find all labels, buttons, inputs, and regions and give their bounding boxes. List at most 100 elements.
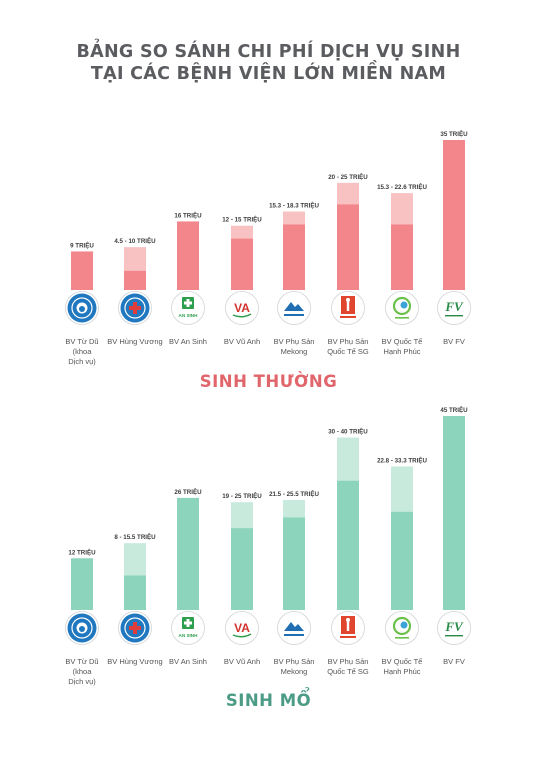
mekong-logo-icon-mountain — [284, 622, 304, 631]
sg-international-logo-icon-head — [346, 298, 350, 302]
csection-value-label-7: 45 TRIỆU — [440, 406, 468, 414]
page-title-line-2: TẠI CÁC BỆNH VIỆN LỚN MIỀN NAM — [90, 64, 447, 84]
csection-hospital-name-4: Mekong — [281, 667, 308, 676]
page-title-line-1: BẢNG SO SÁNH CHI PHÍ DỊCH VỤ SINH — [76, 42, 461, 62]
csection-bar-min-2 — [177, 497, 199, 610]
csection-hospital-name-5: Quốc Tế SG — [327, 667, 369, 676]
sg-international-logo-icon-line — [340, 636, 356, 638]
fv-hospital-logo-icon-line — [445, 315, 463, 317]
hanh-phuc-logo-icon-swirl — [392, 296, 412, 316]
sg-international-logo-icon-line — [340, 316, 356, 318]
csection-value-label-0: 12 TRIỆU — [68, 548, 96, 556]
csection-hospital-name-3: BV Vũ Anh — [224, 657, 260, 666]
normal-hospital-name-4: Mekong — [281, 347, 308, 356]
csection-value-label-5: 30 - 40 TRIỆU — [328, 428, 368, 436]
csection-hospital-name-2: BV An Sinh — [169, 657, 207, 666]
tu-du-logo-icon-ring — [71, 617, 93, 639]
csection-hospital-name-1: BV Hùng Vương — [107, 657, 162, 666]
csection-hospital-name-4: BV Phụ Sản — [274, 657, 315, 666]
hung-vuong-logo-icon-ring — [124, 297, 146, 319]
normal-hospital-name-0: Dịch vụ) — [68, 357, 96, 366]
fv-hospital-logo-icon-line — [445, 635, 463, 637]
normal-value-label-1: 4.5 - 10 TRIỆU — [114, 237, 156, 245]
normal-bar-min-0 — [71, 251, 93, 290]
vu-anh-logo-icon — [225, 611, 259, 645]
tu-du-logo-icon-ring — [71, 297, 93, 319]
normal-hospital-name-5: BV Phụ Sản — [328, 337, 369, 346]
csection-hospital-name-0: (khoa — [73, 667, 93, 676]
hanh-phuc-logo-icon-swirl — [392, 616, 412, 636]
vu-anh-logo-icon-swoosh — [232, 633, 252, 638]
normal-hospital-name-6: Hạnh Phúc — [383, 347, 420, 356]
csection-value-label-2: 26 TRIỆU — [174, 488, 202, 496]
mekong-logo-icon-mountain — [284, 302, 304, 311]
normal-bar-min-7 — [443, 140, 465, 290]
normal-bar-min-6 — [391, 224, 413, 290]
normal-bar-min-4 — [283, 224, 305, 290]
normal-value-label-2: 16 TRIỆU — [174, 211, 202, 219]
normal-bar-min-5 — [337, 204, 359, 290]
normal-value-label-3: 12 - 15 TRIỆU — [222, 216, 262, 224]
csection-value-label-6: 22.8 - 33.3 TRIỆU — [377, 456, 427, 464]
normal-hospital-name-0: BV Từ Dũ — [65, 337, 98, 346]
vu-anh-logo-icon — [225, 291, 259, 325]
csection-value-label-3: 19 - 25 TRIỆU — [222, 492, 262, 500]
normal-bar-min-2 — [177, 221, 199, 290]
sg-international-logo-icon-head — [346, 618, 350, 622]
an-sinh-logo-icon-text: AN SINH — [179, 633, 199, 638]
normal-value-label-0: 9 TRIỆU — [70, 241, 94, 249]
csection-value-label-4: 21.5 - 25.5 TRIỆU — [269, 490, 319, 498]
vu-anh-logo-icon-text: VA — [234, 621, 250, 635]
hanh-phuc-logo-icon — [385, 291, 419, 325]
an-sinh-logo-icon-cross-h — [184, 301, 192, 305]
normal-bar-range-5 — [337, 182, 359, 205]
csection-bar-min-6 — [391, 511, 413, 610]
csection-hospital-name-0: BV Từ Dũ — [65, 657, 98, 666]
fv-hospital-logo-icon-text: FV — [444, 299, 464, 314]
vu-anh-logo-icon-text: VA — [234, 301, 250, 315]
normal-value-label-7: 35 TRIỆU — [440, 130, 468, 138]
mekong-logo-icon-line — [284, 314, 304, 316]
hanh-phuc-logo-icon-dot — [400, 621, 408, 629]
normal-bar-range-1 — [124, 247, 146, 271]
normal-bar-range-3 — [231, 225, 253, 239]
fv-hospital-logo-icon-text: FV — [444, 619, 464, 634]
normal-hospital-name-1: BV Hùng Vương — [107, 337, 162, 346]
an-sinh-logo-icon-cross-h — [184, 621, 192, 625]
hung-vuong-logo-icon-ring — [124, 617, 146, 639]
tu-du-logo-icon-figure — [79, 626, 85, 632]
csection-bar-min-5 — [337, 480, 359, 610]
normal-value-label-6: 15.3 - 22.6 TRIỆU — [377, 183, 427, 191]
normal-hospital-name-5: Quốc Tế SG — [327, 347, 369, 356]
sg-international-logo-icon-staff — [346, 618, 350, 631]
hung-vuong-logo-icon-cross-v — [133, 302, 137, 314]
normal-bar-range-4 — [283, 211, 305, 225]
normal-value-label-5: 20 - 25 TRIỆU — [328, 173, 368, 181]
csection-hospital-name-6: Hạnh Phúc — [383, 667, 420, 676]
normal-hospital-name-3: BV Vũ Anh — [224, 337, 260, 346]
hung-vuong-logo-icon-cross-v — [133, 622, 137, 634]
vu-anh-logo-icon-swoosh — [232, 313, 252, 318]
tu-du-logo-icon-figure — [79, 306, 85, 312]
csection-value-label-1: 8 - 15.5 TRIỆU — [114, 533, 156, 541]
normal-hospital-name-4: BV Phụ Sản — [274, 337, 315, 346]
normal-hospital-name-0: (khoa — [73, 347, 93, 356]
csection-bar-range-6 — [391, 466, 413, 512]
csection-hospital-name-6: BV Quốc Tế — [382, 657, 424, 666]
csection-hospital-name-0: Dịch vụ) — [68, 677, 96, 686]
csection-bar-range-4 — [283, 500, 305, 518]
csection-bar-min-0 — [71, 558, 93, 610]
csection-hospital-name-5: BV Phụ Sản — [328, 657, 369, 666]
csection-bar-range-3 — [231, 502, 253, 529]
hanh-phuc-logo-icon-line — [395, 317, 409, 319]
normal-hospital-name-2: BV An Sinh — [169, 337, 207, 346]
normal-bar-range-6 — [391, 193, 413, 225]
an-sinh-logo-icon-text: AN SINH — [179, 313, 199, 318]
chart-caption-c-section: SINH MỔ — [225, 691, 312, 710]
normal-bar-min-1 — [124, 270, 146, 290]
csection-bar-min-1 — [124, 575, 146, 610]
csection-bar-min-3 — [231, 528, 253, 610]
hanh-phuc-logo-icon-dot — [400, 301, 408, 309]
csection-bar-min-7 — [443, 416, 465, 610]
